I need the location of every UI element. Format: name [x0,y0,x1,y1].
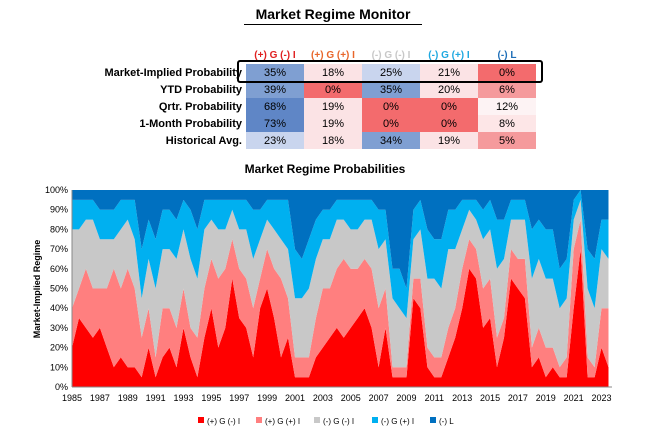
x-tick-label: 2019 [536,393,556,403]
probability-cell: 19% [304,115,362,132]
row-label: Market-Implied Probability [104,66,242,79]
probability-cell: 18% [304,64,362,81]
x-tick-label: 2015 [480,393,500,403]
x-tick-label: 1995 [201,393,221,403]
header-corner [86,48,246,64]
y-tick-label: 100% [45,185,68,195]
legend-swatch [430,417,436,423]
probability-cell: 35% [362,81,420,98]
row-label: Historical Avg. [165,134,242,147]
probability-cell: 19% [420,132,478,149]
x-tick-label: 2023 [592,393,612,403]
legend-label: (-) G (+) I [381,417,414,426]
x-tick-label: 1985 [62,393,82,403]
x-tick-label: 1989 [118,393,138,403]
table-row: 1-Month Probability 73% 19% 0% 0% 8% [86,115,536,132]
table-row: YTD Probability 39% 0% 35% 20% 6% [86,81,536,98]
chart-legend: (+) G (-) I (+) G (+) I (-) G (-) I (-) G (… [198,417,454,426]
column-header: (-) G (+) I [428,49,470,61]
probability-cell: 73% [246,115,304,132]
legend-swatch [198,417,204,423]
legend-swatch [372,417,378,423]
x-tick-label: 2017 [508,393,528,403]
probability-cell: 0% [304,81,362,98]
x-tick-label: 2009 [396,393,416,403]
header-row: (+) G (-) I (+) G (+) I (-) G (-) I (-) G (… [86,48,536,64]
y-tick-label: 30% [50,323,68,333]
y-tick-label: 90% [50,205,68,215]
probability-cell: 5% [478,132,536,149]
y-tick-label: 10% [50,362,68,372]
probability-cell: 39% [246,81,304,98]
area-series [72,190,609,289]
probability-cell: 0% [420,98,478,115]
row-label: Qrtr. Probability [158,100,242,113]
area-series [72,199,609,368]
x-tick-label: 2005 [341,393,361,403]
x-tick-label: 1987 [90,393,110,403]
x-tick-label: 2003 [313,393,333,403]
probability-cell: 25% [362,64,420,81]
probability-cell: 8% [478,115,536,132]
y-tick-label: 60% [50,264,68,274]
stacked-areas [72,190,609,387]
probability-cell: 6% [478,81,536,98]
probability-cell: 12% [478,98,536,115]
area-series [72,190,609,319]
probability-cell: 21% [420,64,478,81]
table-row: Historical Avg. 23% 18% 34% 19% 5% [86,132,536,149]
column-header: (-) G (-) I [371,49,411,61]
probability-cell: 0% [420,115,478,132]
chart-title: Market Regime Probabilities [245,162,406,176]
x-tick-label: 1991 [146,393,166,403]
table-row: Qrtr. Probability 68% 19% 0% 0% 12% [86,98,536,115]
row-label: YTD Probability [160,83,242,96]
probability-cell: 18% [304,132,362,149]
probability-cell: 34% [362,132,420,149]
area-series [72,249,609,387]
column-header: (+) G (-) I [254,49,296,61]
page-title: Market Regime Monitor [255,6,411,22]
x-tick-label: 1993 [173,393,193,403]
x-tick-label: 2021 [564,393,584,403]
regime-monitor-table: (+) G (-) I (+) G (+) I (-) G (-) I (-) G (… [86,48,536,149]
table-row: Market-Implied Probability 35% 18% 25% 21% 0% [86,64,536,81]
probability-cell: 20% [420,81,478,98]
y-tick-label: 40% [50,303,68,313]
x-tick-label: 2013 [452,393,472,403]
probability-cell: 0% [362,98,420,115]
x-tick-label: 2011 [425,393,444,403]
column-header: (+) G (+) I [311,49,355,61]
legend-label: (-) L [439,417,454,426]
probability-cell: 0% [478,64,536,81]
regime-probability-chart: Market Regime Probabilities 0% 10% 20% 30% 4… [32,162,612,426]
area-series [72,219,609,378]
probability-cell: 19% [304,98,362,115]
market-implied-highlight-box [237,60,543,83]
probability-cell: 0% [362,115,420,132]
y-axis-label: Market-Implied Regime [32,240,42,339]
x-tick-label: 1997 [229,393,249,403]
legend-label: (-) G (-) I [323,417,354,426]
x-tick-label: 1999 [257,393,277,403]
y-tick-label: 80% [50,224,68,234]
legend-swatch [256,417,262,423]
y-tick-label: 0% [55,382,68,392]
probability-cell: 35% [246,64,304,81]
column-header: (-) L [497,49,517,61]
row-label: 1-Month Probability [139,117,242,130]
probability-cell: 68% [246,98,304,115]
y-tick-label: 70% [50,244,68,254]
x-tick-label: 2001 [285,393,305,403]
probability-cell: 23% [246,132,304,149]
x-axis: 1985 1987 1989 1991 1993 1995 1997 1999 2001 2003… [62,386,612,403]
y-tick-label: 50% [50,284,68,294]
y-tick-label: 20% [50,343,68,353]
x-tick-label: 2007 [369,393,389,403]
title-underline [244,24,422,25]
legend-label: (+) G (+) I [265,417,300,426]
y-axis: 0% 10% 20% 30% 40% 50% 60% 70% 80% 90% 100% [45,185,73,392]
legend-label: (+) G (-) I [207,417,240,426]
legend-swatch [314,417,320,423]
